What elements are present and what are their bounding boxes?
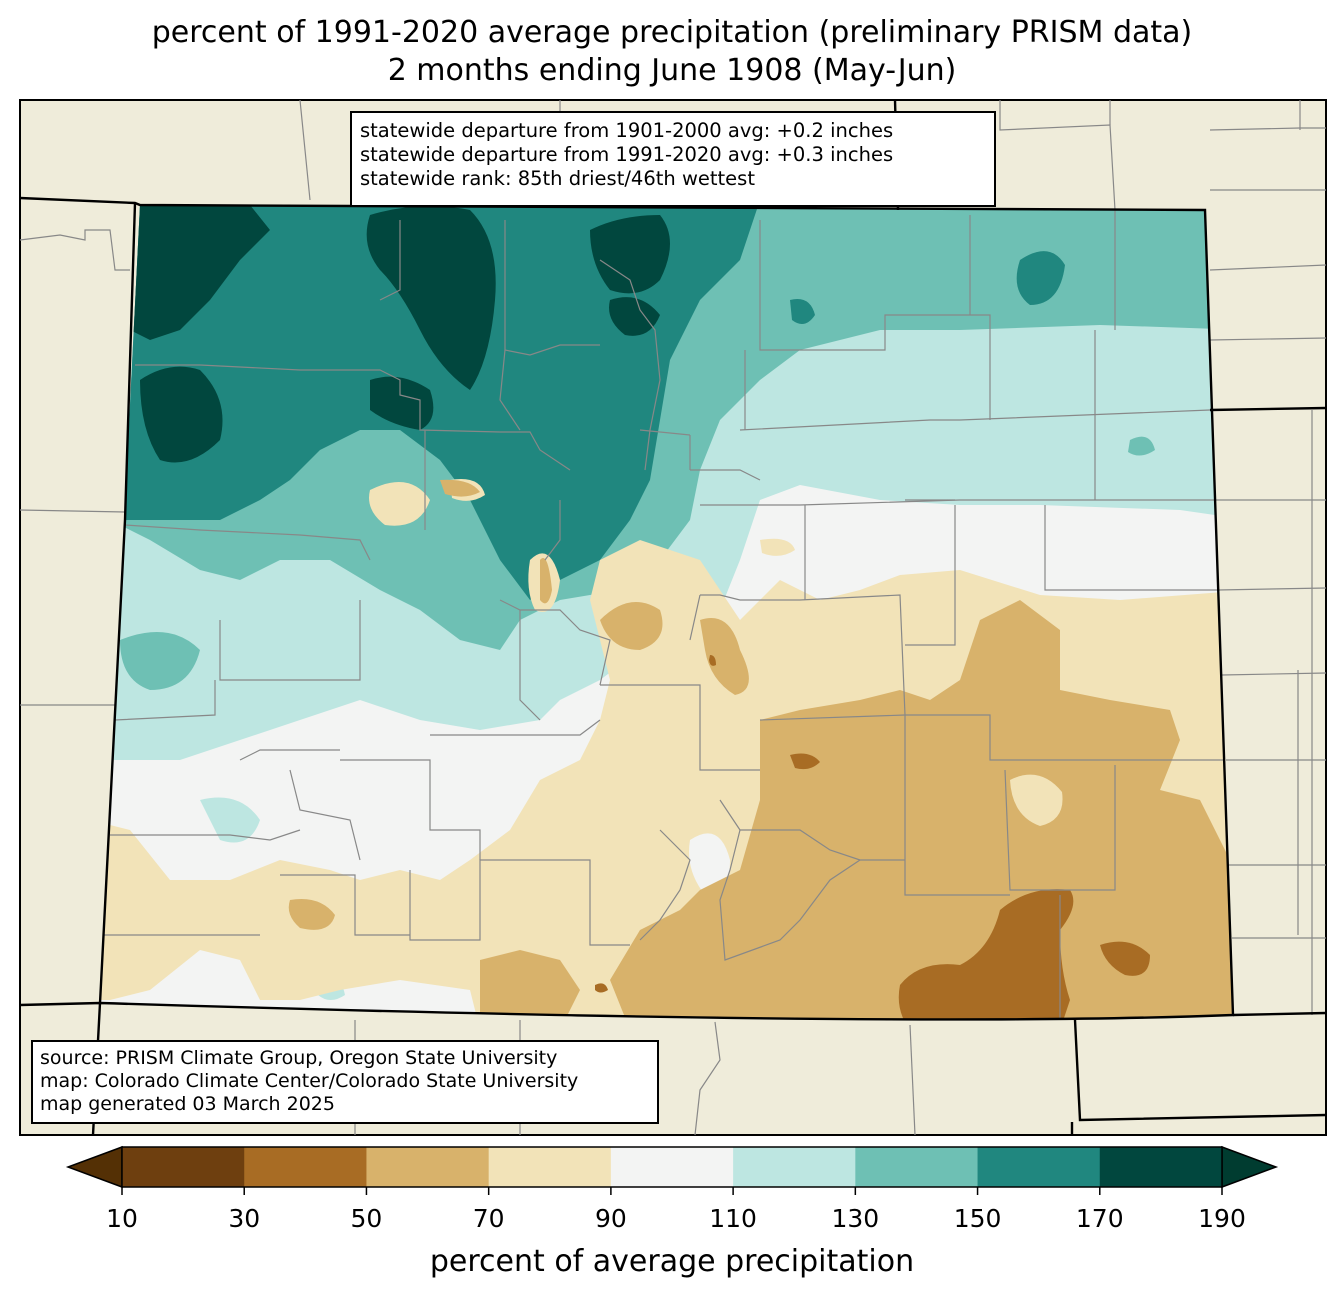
statistics-box: statewide departure from 1901-2000 avg: … — [350, 111, 996, 207]
colorbar-swatch — [366, 1147, 490, 1187]
colorbar-swatch — [488, 1147, 612, 1187]
colorbar — [65, 1145, 1279, 1195]
colorbar-swatch — [855, 1147, 979, 1187]
colorbar-tick-label: 70 — [472, 1204, 505, 1233]
colorbar-tick-label: 90 — [594, 1204, 627, 1233]
colorbar-tick-label: 150 — [953, 1204, 1002, 1233]
stats-line-1: statewide departure from 1901-2000 avg: … — [360, 119, 894, 142]
colorbar-swatch — [1099, 1147, 1223, 1187]
colorbar-swatch — [977, 1147, 1101, 1187]
county-lines — [100, 210, 1225, 1020]
colorbar-tick-label: 50 — [350, 1204, 383, 1233]
colorbar-tick-label: 10 — [106, 1204, 138, 1233]
precipitation-field — [100, 205, 1233, 1020]
source-line-2: map: Colorado Climate Center/Colorado St… — [40, 1070, 579, 1092]
colorbar-swatch — [610, 1147, 734, 1187]
colorbar-tick-label: 170 — [1075, 1204, 1124, 1233]
colorbar-over-arrow — [1221, 1145, 1279, 1189]
colorbar-swatch — [244, 1147, 367, 1187]
colorbar-tick-label: 30 — [228, 1204, 261, 1233]
map-title: percent of 1991-2020 average precipitati… — [151, 15, 1193, 50]
colorbar-swatch — [733, 1147, 856, 1187]
colorbar-border — [121, 1146, 1223, 1188]
source-box: source: PRISM Climate Group, Oregon Stat… — [31, 1040, 659, 1124]
colorbar-tick-label: 110 — [709, 1204, 757, 1233]
colorbar-label: percent of average precipitation — [429, 1244, 915, 1279]
stats-line-3: statewide rank: 85th driest/46th wettest — [360, 167, 755, 190]
colorbar-tick-label: 190 — [1198, 1204, 1246, 1233]
source-line-1: source: PRISM Climate Group, Oregon Stat… — [40, 1047, 558, 1069]
source-line-3: map generated 03 March 2025 — [40, 1093, 335, 1115]
map-subtitle: 2 months ending June 1908 (May-Jun) — [387, 53, 957, 88]
colorbar-swatch — [122, 1147, 245, 1187]
colorbar-tick-label: 130 — [831, 1204, 880, 1233]
colorbar-under-arrow — [65, 1145, 123, 1189]
stats-line-2: statewide departure from 1991-2020 avg: … — [360, 143, 894, 166]
